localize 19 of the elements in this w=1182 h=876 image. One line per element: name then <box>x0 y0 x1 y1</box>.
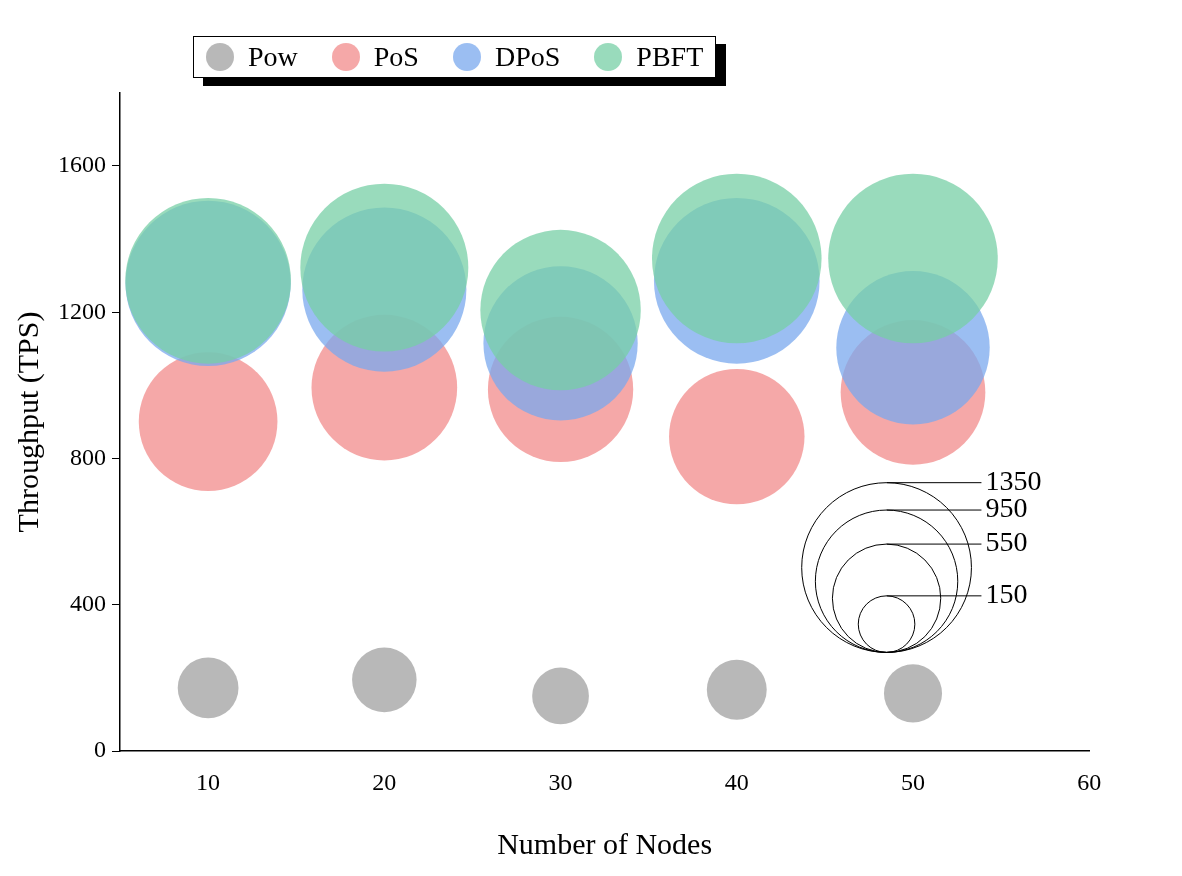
legend-label: Pow <box>248 41 298 73</box>
x-tick-label: 20 <box>372 768 397 795</box>
legend-label: PBFT <box>636 41 704 73</box>
y-axis-title: Throughput (TPS) <box>10 311 45 533</box>
x-axis-title: Number of Nodes <box>497 826 713 860</box>
y-tick-label: 400 <box>70 590 106 617</box>
x-tick-label: 60 <box>1077 768 1102 795</box>
legend-label: 150 <box>985 578 1028 610</box>
x-tick-label: 10 <box>196 768 221 795</box>
legend-label: 550 <box>985 526 1028 558</box>
y-tick-label: 1600 <box>58 151 106 178</box>
y-tick-label: 0 <box>94 736 106 763</box>
x-tick-label: 30 <box>548 768 573 795</box>
legend-label: DPoS <box>494 41 561 73</box>
legend-label: PoS <box>373 41 419 73</box>
y-tick-label: 800 <box>70 443 106 470</box>
y-tick-label: 1200 <box>58 297 106 324</box>
x-tick-label: 50 <box>901 768 925 795</box>
x-tick-label: 40 <box>724 768 749 795</box>
